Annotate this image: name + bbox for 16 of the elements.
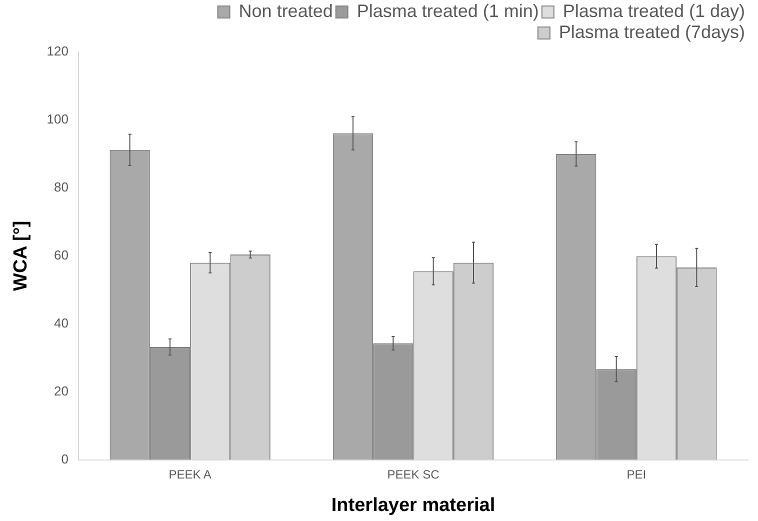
- y-tick-label: 80: [54, 180, 68, 195]
- y-axis-title: WCA [°]: [10, 220, 32, 291]
- legend-label: Plasma treated (1 day): [562, 0, 746, 21]
- legend-label: Plasma treated (1 min): [356, 0, 539, 21]
- x-axis-title: Interlayer material: [331, 494, 496, 516]
- x-tick-label: PEEK SC: [387, 467, 440, 482]
- y-tick-label: 120: [46, 44, 68, 59]
- y-tick-label: 100: [46, 112, 68, 127]
- legend-label: Non treated: [238, 0, 333, 21]
- y-tick-label: 20: [54, 383, 68, 398]
- legend-label: Plasma treated (7days): [558, 22, 746, 42]
- y-tick-label: 0: [61, 451, 68, 466]
- x-tick-label: PEI: [626, 467, 646, 482]
- y-tick-label: 60: [54, 247, 68, 262]
- y-tick-label: 40: [54, 315, 68, 330]
- x-tick-label: PEEK A: [168, 467, 212, 482]
